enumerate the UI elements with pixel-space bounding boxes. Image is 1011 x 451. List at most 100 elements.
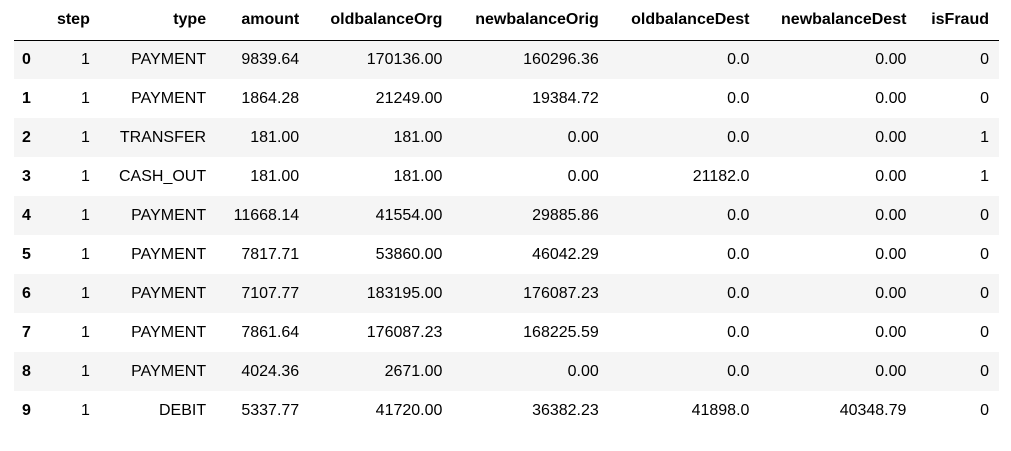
cell-newbalancedest: 40348.79 <box>839 401 907 419</box>
cell-oldbalancedest: 0.0 <box>727 323 750 341</box>
cell-oldbalanceorg: 41720.00 <box>375 401 443 419</box>
cell-isfraud: 0 <box>980 50 989 68</box>
table-row: 2 1 TRANSFER 181.00 181.00 0.00 0.0 0.00 1 <box>14 118 999 157</box>
cell-amount: 7817.71 <box>241 245 300 263</box>
cell-amount: 9839.64 <box>241 50 300 68</box>
cell-type: PAYMENT <box>131 323 207 341</box>
cell-oldbalancedest: 41898.0 <box>691 401 750 419</box>
cell-step: 1 <box>80 362 90 380</box>
cell-index: 3 <box>22 167 31 185</box>
cell-isfraud: 0 <box>980 401 989 419</box>
cell-index: 8 <box>22 362 31 380</box>
cell-type: PAYMENT <box>131 206 207 224</box>
cell-type: TRANSFER <box>119 128 207 146</box>
table-header: step type amount oldbalanceOrg newbalanc… <box>14 0 999 40</box>
cell-index: 5 <box>22 245 31 263</box>
cell-oldbalancedest: 21182.0 <box>692 167 750 185</box>
cell-newbalancedest: 0.00 <box>875 206 907 224</box>
cell-newbalancedest: 0.00 <box>875 245 907 263</box>
cell-index: 6 <box>22 284 31 302</box>
cell-oldbalanceorg: 2671.00 <box>384 362 443 380</box>
cell-index: 4 <box>22 206 31 224</box>
header-newbalancedest: newbalanceDest <box>781 10 907 28</box>
cell-step: 1 <box>80 167 90 185</box>
table-row: 8 1 PAYMENT 4024.36 2671.00 0.00 0.0 0.00 0 <box>14 352 999 391</box>
cell-oldbalanceorg: 41554.00 <box>375 206 443 224</box>
cell-amount: 11668.14 <box>233 206 300 224</box>
cell-isfraud: 0 <box>980 323 989 341</box>
cell-amount: 7861.64 <box>241 323 300 341</box>
cell-oldbalanceorg: 170136.00 <box>366 50 443 68</box>
cell-oldbalanceorg: 181.00 <box>393 167 443 185</box>
table-body: 0 1 PAYMENT 9839.64 170136.00 160296.36 0.0 0.0… <box>14 40 999 430</box>
cell-step: 1 <box>80 206 90 224</box>
cell-newbalancedest: 0.00 <box>875 323 907 341</box>
cell-newbalancedest: 0.00 <box>875 284 907 302</box>
cell-newbalancedest: 0.00 <box>875 128 907 146</box>
cell-step: 1 <box>80 284 90 302</box>
cell-isfraud: 0 <box>980 362 989 380</box>
cell-amount: 5337.77 <box>241 401 300 419</box>
cell-type: PAYMENT <box>131 245 207 263</box>
cell-newbalanceorig: 29885.86 <box>532 206 599 224</box>
cell-amount: 181.00 <box>250 167 300 185</box>
cell-isfraud: 0 <box>980 206 989 224</box>
cell-oldbalancedest: 0.0 <box>727 362 750 380</box>
cell-newbalanceorig: 176087.23 <box>523 284 599 302</box>
table-row: 5 1 PAYMENT 7817.71 53860.00 46042.29 0.0 0.00 0 <box>14 235 999 274</box>
header-step: step <box>56 10 90 28</box>
cell-type: PAYMENT <box>131 284 207 302</box>
cell-index: 7 <box>22 323 31 341</box>
header-index <box>14 0 54 40</box>
cell-newbalanceorig: 0.00 <box>567 128 599 146</box>
cell-index: 2 <box>22 128 31 146</box>
header-oldbalancedest: oldbalanceDest <box>631 10 750 28</box>
cell-oldbalanceorg: 53860.00 <box>375 245 443 263</box>
table-row: 9 1 DEBIT 5337.77 41720.00 36382.23 41898.0 403… <box>14 391 999 430</box>
cell-newbalancedest: 0.00 <box>875 362 907 380</box>
cell-oldbalanceorg: 183195.00 <box>366 284 443 302</box>
cell-oldbalancedest: 0.0 <box>727 284 750 302</box>
cell-index: 0 <box>22 50 31 68</box>
cell-newbalancedest: 0.00 <box>875 50 907 68</box>
cell-oldbalancedest: 0.0 <box>727 128 750 146</box>
dataframe-table: step type amount oldbalanceOrg newbalanc… <box>14 0 999 430</box>
cell-oldbalancedest: 0.0 <box>727 206 750 224</box>
table-row: 7 1 PAYMENT 7861.64 176087.23 168225.59 0.0 0.0… <box>14 313 999 352</box>
cell-oldbalanceorg: 176087.23 <box>366 323 443 341</box>
table-row: 0 1 PAYMENT 9839.64 170136.00 160296.36 0.0 0.0… <box>14 40 999 79</box>
cell-newbalanceorig: 0.00 <box>567 362 599 380</box>
cell-amount: 4024.36 <box>241 362 300 380</box>
cell-oldbalanceorg: 21249.00 <box>375 89 443 107</box>
cell-step: 1 <box>80 50 90 68</box>
cell-newbalancedest: 0.00 <box>875 167 907 185</box>
table-row: 3 1 CASH_OUT 181.00 181.00 0.00 21182.0 0.00 1 <box>14 157 999 196</box>
cell-isfraud: 0 <box>980 89 989 107</box>
cell-step: 1 <box>80 89 90 107</box>
header-oldbalanceorg: oldbalanceOrg <box>330 10 443 28</box>
cell-type: PAYMENT <box>131 89 207 107</box>
cell-isfraud: 0 <box>980 284 989 302</box>
cell-step: 1 <box>80 245 90 263</box>
header-newbalanceorig: newbalanceOrig <box>475 10 599 28</box>
header-isfraud: isFraud <box>931 10 989 28</box>
cell-type: PAYMENT <box>131 362 207 380</box>
cell-step: 1 <box>80 323 90 341</box>
cell-index: 1 <box>22 89 31 107</box>
cell-newbalanceorig: 19384.72 <box>532 89 599 107</box>
cell-step: 1 <box>80 128 90 146</box>
header-row: step type amount oldbalanceOrg newbalanc… <box>14 0 999 40</box>
cell-step: 1 <box>80 401 90 419</box>
cell-isfraud: 1 <box>980 128 989 146</box>
cell-isfraud: 0 <box>980 245 989 263</box>
cell-isfraud: 1 <box>980 167 989 185</box>
table-row: 4 1 PAYMENT 11668.14 41554.00 29885.86 0.0 0.00… <box>14 196 999 235</box>
cell-oldbalanceorg: 181.00 <box>393 128 443 146</box>
dataframe-output: step type amount oldbalanceOrg newbalanc… <box>14 0 999 430</box>
cell-type: CASH_OUT <box>118 167 207 185</box>
cell-newbalanceorig: 0.00 <box>567 167 599 185</box>
table-row: 1 1 PAYMENT 1864.28 21249.00 19384.72 0.0 0.00 0 <box>14 79 999 118</box>
cell-newbalanceorig: 46042.29 <box>532 245 599 263</box>
cell-amount: 181.00 <box>250 128 300 146</box>
cell-newbalanceorig: 168225.59 <box>523 323 599 341</box>
